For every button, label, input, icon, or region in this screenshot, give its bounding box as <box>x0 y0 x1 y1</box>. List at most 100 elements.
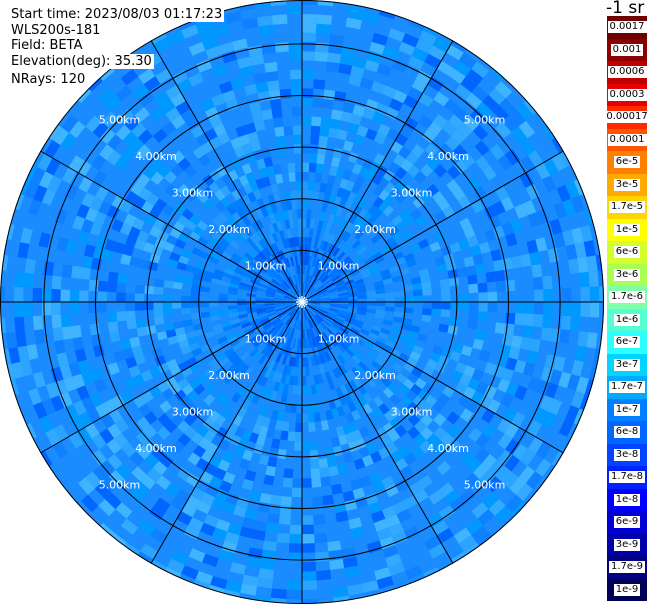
heatmap-cell <box>432 439 447 454</box>
heatmap-cell <box>228 290 238 296</box>
heatmap-cell <box>98 499 116 517</box>
heatmap-cell <box>138 520 156 536</box>
heatmap-cell <box>213 327 224 336</box>
heatmap-cell <box>352 487 366 500</box>
heatmap-cell <box>352 321 363 329</box>
heatmap-cell <box>403 362 415 373</box>
heatmap-cell <box>367 204 379 216</box>
heatmap-cell <box>72 336 84 351</box>
heatmap-cell <box>190 487 205 501</box>
heatmap-cell <box>312 402 320 413</box>
heatmap-cell <box>347 122 360 135</box>
heatmap-cell <box>312 191 320 202</box>
heatmap-cell <box>475 381 489 395</box>
heatmap-cell <box>68 155 84 172</box>
heatmap-cell <box>544 234 557 250</box>
heatmap-cell <box>230 392 242 404</box>
heatmap-cell <box>504 149 521 166</box>
heatmap-cell <box>61 264 73 278</box>
heatmap-cell <box>281 355 288 365</box>
heatmap-cell <box>422 288 432 296</box>
heatmap-cell <box>146 192 160 206</box>
heatmap-cell <box>371 111 386 124</box>
heatmap-cell <box>261 549 276 561</box>
colorbar-cell: 1e-5 <box>607 218 647 241</box>
heatmap-cell <box>342 140 354 152</box>
heatmap-cell <box>24 405 39 423</box>
heatmap-cell <box>144 293 154 302</box>
heatmap-cell <box>138 403 152 417</box>
heatmap-cell <box>233 371 244 382</box>
colorbar-tick-label: 1e-8 <box>613 493 641 506</box>
heatmap-cell <box>61 114 79 133</box>
heatmap-cell <box>51 288 61 302</box>
heatmap-cell <box>332 586 349 598</box>
heatmap-cell <box>109 78 127 95</box>
heatmap-cell <box>215 72 231 86</box>
heatmap-cell <box>403 495 419 509</box>
heatmap-cell <box>396 508 412 523</box>
heatmap-cell <box>65 239 78 254</box>
heatmap-cell <box>133 394 147 409</box>
heatmap-cell <box>165 84 182 100</box>
heatmap-cell <box>277 322 285 331</box>
heatmap-cell <box>436 60 454 76</box>
heatmap-cell <box>256 253 265 263</box>
heatmap-cell <box>277 448 287 460</box>
heatmap-cell <box>354 242 365 253</box>
heatmap-cell <box>267 286 277 293</box>
heatmap-cell <box>241 321 252 329</box>
heatmap-cell <box>309 337 315 348</box>
heatmap-cell <box>136 173 151 188</box>
heatmap-cell <box>252 423 262 435</box>
heatmap-cell <box>195 457 210 471</box>
heatmap-cell <box>442 366 455 378</box>
heatmap-cell <box>535 127 552 146</box>
heatmap-cell <box>351 239 362 250</box>
heatmap-cell <box>302 413 309 423</box>
heatmap-cell <box>288 356 294 367</box>
heatmap-cell <box>346 314 356 320</box>
heatmap-cell <box>171 150 186 164</box>
heatmap-cell <box>329 270 339 279</box>
heatmap-cell <box>367 229 378 240</box>
heatmap-cell <box>341 339 351 348</box>
heatmap-cell <box>17 345 30 362</box>
heatmap-cell <box>102 375 116 389</box>
heatmap-cell <box>328 234 336 245</box>
heatmap-cell <box>327 52 342 64</box>
heatmap-cell <box>258 315 269 321</box>
heatmap-cell <box>362 107 376 120</box>
heatmap-cell <box>494 505 513 523</box>
heatmap-cell <box>183 164 197 178</box>
heatmap-cell <box>238 174 250 187</box>
heatmap-cell <box>14 316 25 333</box>
heatmap-cell <box>33 259 46 275</box>
heatmap-cell <box>273 319 282 327</box>
colorbar-cell: 0.0006 <box>607 61 647 84</box>
heatmap-cell <box>429 322 440 331</box>
heatmap-cell <box>508 346 521 360</box>
heatmap-cell <box>291 394 298 405</box>
heatmap-cell <box>249 279 260 286</box>
heatmap-cell <box>167 30 185 46</box>
heatmap-cell <box>283 300 293 302</box>
heatmap-cell <box>371 32 389 46</box>
heatmap-cell <box>315 313 324 321</box>
heatmap-cell <box>60 314 71 328</box>
heatmap-cell <box>307 275 312 285</box>
heatmap-cell <box>237 374 248 385</box>
heatmap-cell <box>362 484 376 497</box>
heatmap-cell <box>89 196 104 212</box>
heatmap-cell <box>422 382 435 395</box>
heatmap-cell <box>223 267 235 276</box>
heatmap-cell <box>291 487 302 498</box>
heatmap-cell <box>231 189 242 201</box>
heatmap-cell <box>313 238 319 249</box>
heatmap-cell <box>238 487 252 500</box>
heatmap-cell <box>184 401 197 414</box>
heatmap-cell <box>13 286 24 302</box>
heatmap-cell <box>134 284 145 294</box>
heatmap-cell <box>167 460 182 475</box>
heatmap-cell <box>233 222 244 233</box>
